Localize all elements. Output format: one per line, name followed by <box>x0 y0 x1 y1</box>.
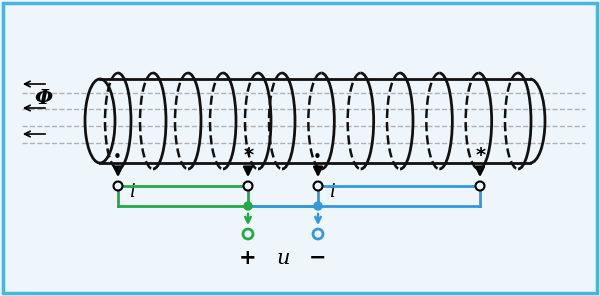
Circle shape <box>243 229 253 239</box>
Text: i: i <box>129 183 135 201</box>
Circle shape <box>244 181 253 191</box>
Text: *: * <box>476 146 486 165</box>
Text: +: + <box>239 248 257 268</box>
Circle shape <box>313 229 323 239</box>
Text: •: • <box>313 149 322 165</box>
Circle shape <box>476 181 485 191</box>
Circle shape <box>113 181 122 191</box>
Text: u: u <box>276 249 290 268</box>
Text: •: • <box>113 149 121 165</box>
Text: Φ: Φ <box>35 88 53 108</box>
Text: −: − <box>309 248 327 268</box>
Text: i: i <box>329 183 335 201</box>
Circle shape <box>314 202 322 210</box>
Circle shape <box>244 202 252 210</box>
Text: *: * <box>244 146 254 165</box>
Circle shape <box>314 181 323 191</box>
